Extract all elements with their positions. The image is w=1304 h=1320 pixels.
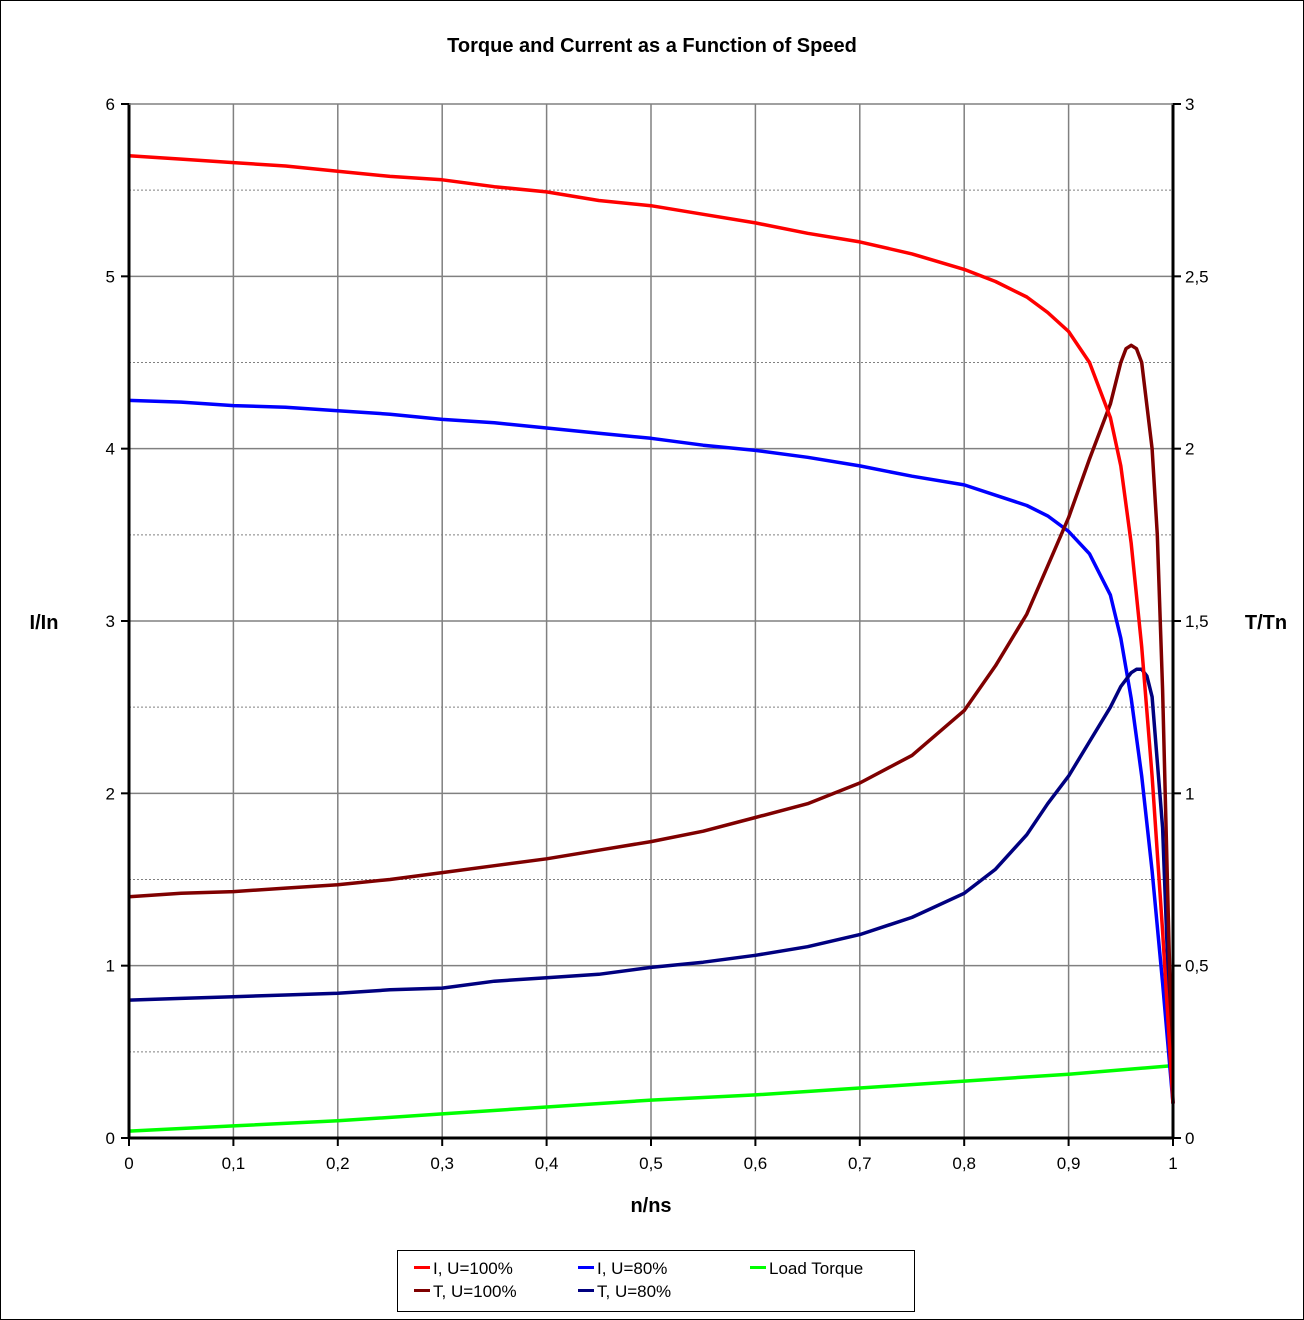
ticks-layer: 0 0,1 0,2 0,3 0,4 0,5 0,6 0,7 0,8 0,9 1012345600,5… bbox=[106, 95, 1209, 1173]
y-right-tick-label: 1,5 bbox=[1185, 612, 1209, 631]
legend-swatch bbox=[414, 1266, 430, 1270]
y-right-tick-label: 0 bbox=[1185, 1129, 1194, 1148]
y-left-tick-label: 5 bbox=[106, 267, 115, 286]
y-left-tick-label: 0 bbox=[106, 1129, 115, 1148]
y-right-tick-label: 2 bbox=[1185, 440, 1194, 459]
x-tick-label: 0,7 bbox=[848, 1154, 872, 1173]
series-line-t-u-100 bbox=[128, 343, 1175, 1104]
legend-item-t-u-80: T, U=80% bbox=[578, 1282, 671, 1302]
series-layer bbox=[128, 153, 1175, 1133]
legend-item-i-u-80: I, U=80% bbox=[578, 1259, 667, 1279]
grid-layer bbox=[129, 104, 1173, 1138]
legend-item-load-torque: Load Torque bbox=[750, 1259, 863, 1279]
series-line-i-u-100 bbox=[128, 153, 1175, 1104]
x-tick-label: 0,9 bbox=[1057, 1154, 1081, 1173]
x-tick-label: 0,8 bbox=[952, 1154, 976, 1173]
series-line-t-u-80 bbox=[128, 667, 1175, 1104]
legend-label: I, U=80% bbox=[597, 1259, 668, 1278]
legend-swatch bbox=[414, 1289, 430, 1293]
x-tick-label: 0,6 bbox=[744, 1154, 768, 1173]
series-line-i-u-80 bbox=[128, 398, 1175, 1104]
legend-swatch bbox=[578, 1266, 594, 1270]
legend-item-i-u-100: I, U=100% bbox=[414, 1259, 513, 1279]
legend-label: T, U=100% bbox=[433, 1282, 517, 1301]
x-tick-label: 0,5 bbox=[639, 1154, 663, 1173]
legend-item-t-u-100: T, U=100% bbox=[414, 1282, 517, 1302]
y-left-tick-label: 4 bbox=[106, 440, 115, 459]
legend-label: T, U=80% bbox=[597, 1282, 672, 1301]
series-line-load-torque bbox=[128, 1063, 1174, 1133]
y-right-tick-label: 2,5 bbox=[1185, 267, 1209, 286]
y-right-tick-label: 3 bbox=[1185, 95, 1194, 114]
y-left-tick-label: 2 bbox=[106, 784, 115, 803]
x-tick-label: 0,4 bbox=[535, 1154, 559, 1173]
legend-label: I, U=100% bbox=[433, 1259, 513, 1278]
y-right-axis-title: T/Tn bbox=[1245, 612, 1287, 634]
legend-label: Load Torque bbox=[769, 1259, 864, 1278]
y-left-tick-label: 1 bbox=[106, 957, 115, 976]
x-tick-label: 0,2 bbox=[326, 1154, 350, 1173]
x-tick-label: 0 bbox=[124, 1154, 133, 1173]
legend: I, U=100% I, U=80% Load Torque T, U=100% T, … bbox=[397, 1250, 915, 1312]
legend-swatch bbox=[750, 1266, 766, 1270]
x-tick-label: 1 bbox=[1168, 1154, 1177, 1173]
x-tick-label: 0,3 bbox=[430, 1154, 454, 1173]
y-right-tick-label: 0,5 bbox=[1185, 957, 1209, 976]
y-left-tick-label: 6 bbox=[106, 95, 115, 114]
x-axis-title: n/ns bbox=[630, 1195, 671, 1217]
y-left-axis-title: I/In bbox=[30, 612, 59, 634]
y-left-tick-label: 3 bbox=[106, 612, 115, 631]
chart-title: Torque and Current as a Function of Spee… bbox=[447, 35, 857, 57]
y-right-tick-label: 1 bbox=[1185, 784, 1194, 803]
legend-swatch bbox=[578, 1289, 594, 1293]
x-tick-label: 0,1 bbox=[222, 1154, 246, 1173]
